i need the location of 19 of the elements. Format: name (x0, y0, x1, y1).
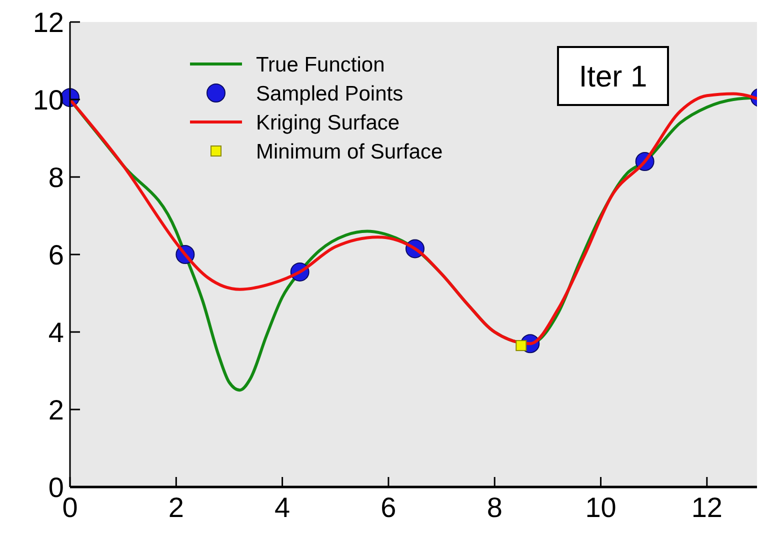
legend-label: True Function (256, 53, 385, 76)
x-tick-label: 4 (274, 492, 290, 523)
y-tick-label: 4 (48, 316, 64, 348)
legend-label: Kriging Surface (256, 111, 400, 134)
x-tick-label: 6 (380, 492, 396, 523)
x-tick-label: 8 (486, 492, 502, 523)
y-tick-label: 12 (32, 6, 64, 38)
legend-label: Sampled Points (256, 82, 404, 106)
y-tick-label: 2 (48, 394, 64, 426)
y-tick-label: 8 (48, 162, 64, 193)
y-tick-label: 6 (48, 239, 64, 270)
x-tick-label: 12 (691, 492, 722, 523)
y-tick-label: 0 (48, 472, 64, 503)
y-tick-label: 10 (32, 84, 64, 116)
x-tick-label: 2 (168, 492, 184, 523)
annotation: Iter 1 (578, 60, 648, 94)
x-tick-label: 10 (585, 492, 616, 523)
legend-label: Minimum of Surface (256, 140, 443, 164)
point (516, 340, 527, 352)
